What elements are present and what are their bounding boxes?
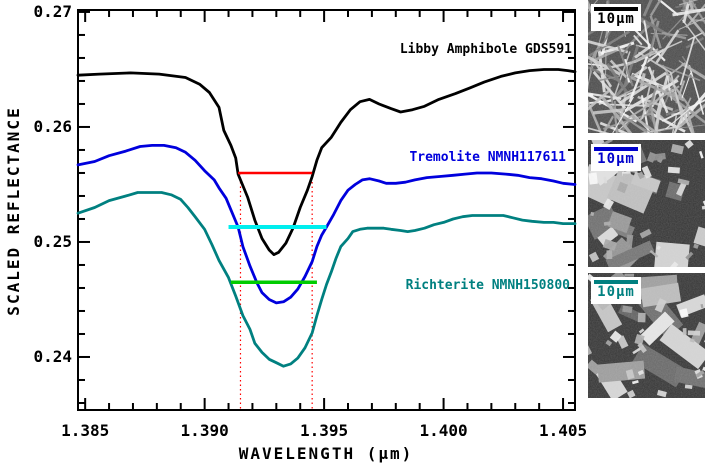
scale-bar-line (594, 280, 638, 284)
curve-tremolite-nmnh117611 (76, 143, 577, 305)
scale-bar-label: 10μm (597, 11, 635, 27)
plot-frame (77, 9, 576, 411)
spectral-reflectance-plot: 1.385 1.390 1.395 1.400 1.405 0.24 0.25 0.26 0.2… (4, 2, 587, 463)
x-axis-title: WAVELENGTH (μm) (239, 444, 414, 463)
curve-label-libby-amphibole-gds591: Libby Amphibole GDS591 (400, 42, 572, 57)
curve-label-tremolite-nmnh117611: Tremolite NMNH117611 (409, 150, 566, 165)
curve-label-richterite-nmnh150800: Richterite NMNH150800 (406, 278, 571, 293)
y-tick-label: 0.27 (33, 2, 72, 21)
curve-libby-amphibole-gds591 (76, 68, 577, 257)
scale-bar-label: 10μm (597, 284, 635, 300)
x-tick-label: 1.405 (539, 421, 587, 440)
scale-bar-label: 10μm (597, 151, 635, 167)
x-tick-label: 1.400 (419, 421, 467, 440)
scale-bar-line (594, 147, 638, 151)
y-tick-label: 0.26 (33, 117, 72, 136)
sem-micrograph-tremolite: 10μm (588, 140, 705, 267)
curve-richterite-nmnh150800 (76, 191, 577, 368)
scale-bar: 10μm (591, 277, 641, 304)
x-tick-label: 1.395 (300, 421, 348, 440)
x-tick-label: 1.390 (181, 421, 229, 440)
y-tick-label: 0.25 (33, 232, 72, 251)
sem-texture-fibrous (588, 0, 705, 133)
y-axis-title: SCALED REFLECTANCE (4, 106, 23, 315)
scale-bar: 10μm (591, 144, 641, 171)
scale-bar-line (594, 7, 638, 11)
scale-bar: 10μm (591, 4, 641, 31)
sem-texture-blocky (588, 140, 705, 267)
sem-micrograph-richterite: 10μm (588, 273, 705, 398)
x-tick-label: 1.385 (61, 421, 109, 440)
y-tick-label: 0.24 (33, 347, 72, 366)
sem-micrograph-libby-amphibole: 10μm (588, 0, 705, 133)
